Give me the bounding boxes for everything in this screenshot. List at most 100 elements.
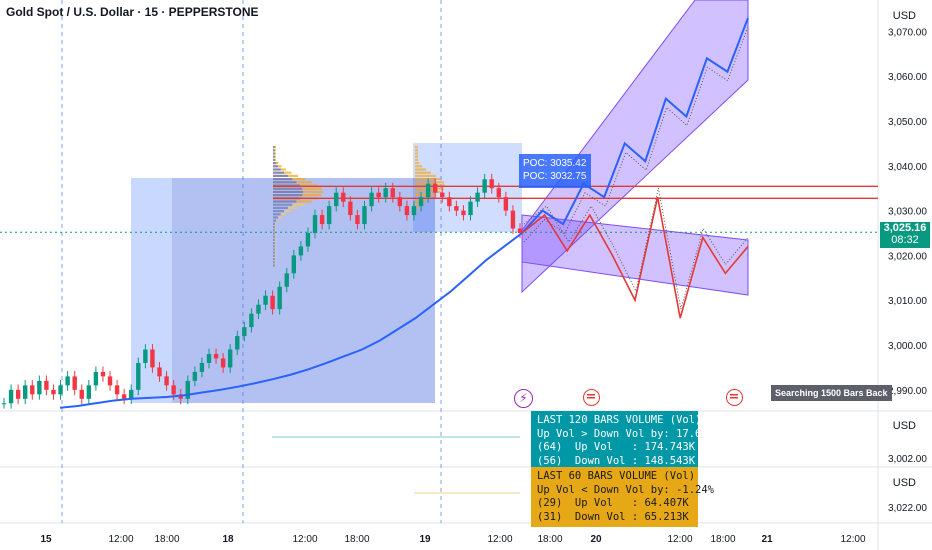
volume-profile-box-inner	[172, 178, 435, 403]
candle-body	[291, 255, 297, 274]
candle-body	[65, 376, 70, 386]
x-tick-label: 20	[590, 534, 602, 545]
y-tick-label: 2,990.00	[888, 386, 927, 397]
pane-tick-label: 3,002.00	[888, 454, 927, 465]
us-flag-icon[interactable]	[583, 389, 600, 406]
search-badge: Searching 1500 Bars Back	[771, 385, 892, 401]
candle-body	[235, 336, 240, 350]
y-tick-label: 3,000.00	[888, 341, 927, 352]
pane-tick-label: 3,022.00	[888, 503, 927, 514]
volume-120-panel: LAST 120 BARS VOLUME (Vol) Up Vol > Down …	[531, 411, 715, 472]
x-tick-label: 15	[40, 534, 52, 545]
profile-bar-blue	[273, 174, 288, 177]
candle-body	[411, 206, 417, 216]
chart-title: Gold Spot / U.S. Dollar · 15 · PEPPERSTO…	[6, 5, 259, 19]
candle-body	[376, 192, 381, 198]
candle-body	[447, 197, 452, 207]
volume-profile-box	[131, 178, 435, 403]
profile-bar-blue	[273, 216, 279, 219]
profile-bar-blue	[273, 213, 281, 216]
candle-body	[341, 192, 346, 202]
x-tick-label: 18:00	[344, 534, 369, 545]
profile-bar-blue	[273, 242, 275, 245]
currency-label-pane3[interactable]: USD	[892, 477, 916, 489]
profile-bar-blue	[273, 200, 297, 203]
currency-label-pane2[interactable]: USD	[892, 420, 916, 432]
bar-countdown: 08:32	[891, 234, 919, 246]
profile-bar-blue	[273, 258, 275, 261]
candle-body	[334, 192, 339, 207]
candle-body	[249, 313, 254, 328]
candle-body	[510, 210, 516, 229]
volume-60-panel: LAST 60 BARS VOLUME (Vol) Up Vol < Down V…	[531, 467, 715, 528]
vol60-line2: (29) Up Vol : 64.407K	[537, 497, 689, 510]
candle-body	[58, 385, 63, 395]
candle-body	[107, 376, 113, 386]
candle-body	[432, 183, 438, 193]
candle-body	[185, 380, 190, 399]
poc-label-2: POC: 3032.75	[523, 171, 587, 182]
profile-bar-blue	[273, 206, 288, 209]
candle-body	[397, 197, 403, 207]
candle-body	[136, 362, 141, 390]
profile-bar-blue	[273, 238, 275, 241]
candle-body	[482, 179, 487, 193]
candle-body	[390, 188, 395, 198]
candle-body	[1, 403, 7, 405]
profile-bar-blue	[273, 226, 275, 229]
candle-body	[256, 304, 261, 314]
candle-body	[369, 192, 374, 207]
candle-body	[15, 389, 21, 399]
x-tick-label: 21	[761, 534, 773, 545]
vol60-line1: Up Vol < Down Vol by: -1.24%	[537, 483, 715, 496]
y-tick-label: 3,070.00	[888, 27, 927, 38]
profile-bar-blue	[273, 146, 275, 149]
candle-body	[383, 188, 388, 198]
profile-bar-blue	[273, 158, 275, 161]
profile-bar-blue	[273, 264, 275, 267]
x-tick-label: 12:00	[108, 534, 133, 545]
y-tick-label: 3,030.00	[888, 207, 927, 218]
candle-body	[468, 201, 473, 216]
candle-body	[220, 358, 226, 368]
lightning-icon[interactable]: ⚡	[514, 389, 533, 408]
vol60-line3: (31) Down Vol : 65.213K	[537, 510, 689, 523]
profile-bar-blue	[273, 251, 275, 254]
candle-body	[30, 385, 35, 395]
candle-body	[312, 215, 318, 234]
x-tick-label: 18:00	[710, 534, 735, 545]
candle-body	[213, 353, 219, 359]
candle-body	[199, 362, 205, 372]
candle-body	[157, 367, 162, 377]
profile-bar-orange	[415, 155, 418, 158]
profile-bar-blue	[273, 168, 281, 171]
profile-bar-blue	[273, 187, 303, 190]
x-tick-label: 12:00	[840, 534, 865, 545]
candle-body	[86, 385, 92, 399]
x-tick-label: 18:00	[537, 534, 562, 545]
candle-body	[79, 389, 84, 399]
x-tick-label: 12:00	[667, 534, 692, 545]
ema-line	[59, 232, 523, 409]
x-tick-label: 12:00	[487, 534, 512, 545]
candle-body	[93, 371, 99, 386]
candle-body	[150, 349, 155, 368]
candle-body	[227, 349, 233, 368]
x-tick-label: 18	[222, 534, 234, 545]
profile-bar-blue	[273, 194, 303, 197]
profile-bar-orange	[415, 181, 444, 184]
us-flag-icon[interactable]	[726, 389, 743, 406]
candle-body	[440, 192, 445, 198]
candle-body	[206, 353, 212, 363]
candle-body	[503, 197, 509, 211]
currency-label[interactable]: USD	[892, 10, 916, 22]
vol120-line1: Up Vol > Down Vol by: 17.64%	[537, 427, 715, 440]
candle-body	[171, 385, 176, 395]
profile-bar-blue	[273, 245, 275, 248]
profile-bar-blue	[273, 235, 275, 238]
y-tick-label: 3,020.00	[888, 251, 927, 262]
profile-bar-orange	[415, 146, 418, 149]
profile-bar-blue	[273, 229, 275, 232]
profile-bar-blue	[273, 232, 275, 235]
